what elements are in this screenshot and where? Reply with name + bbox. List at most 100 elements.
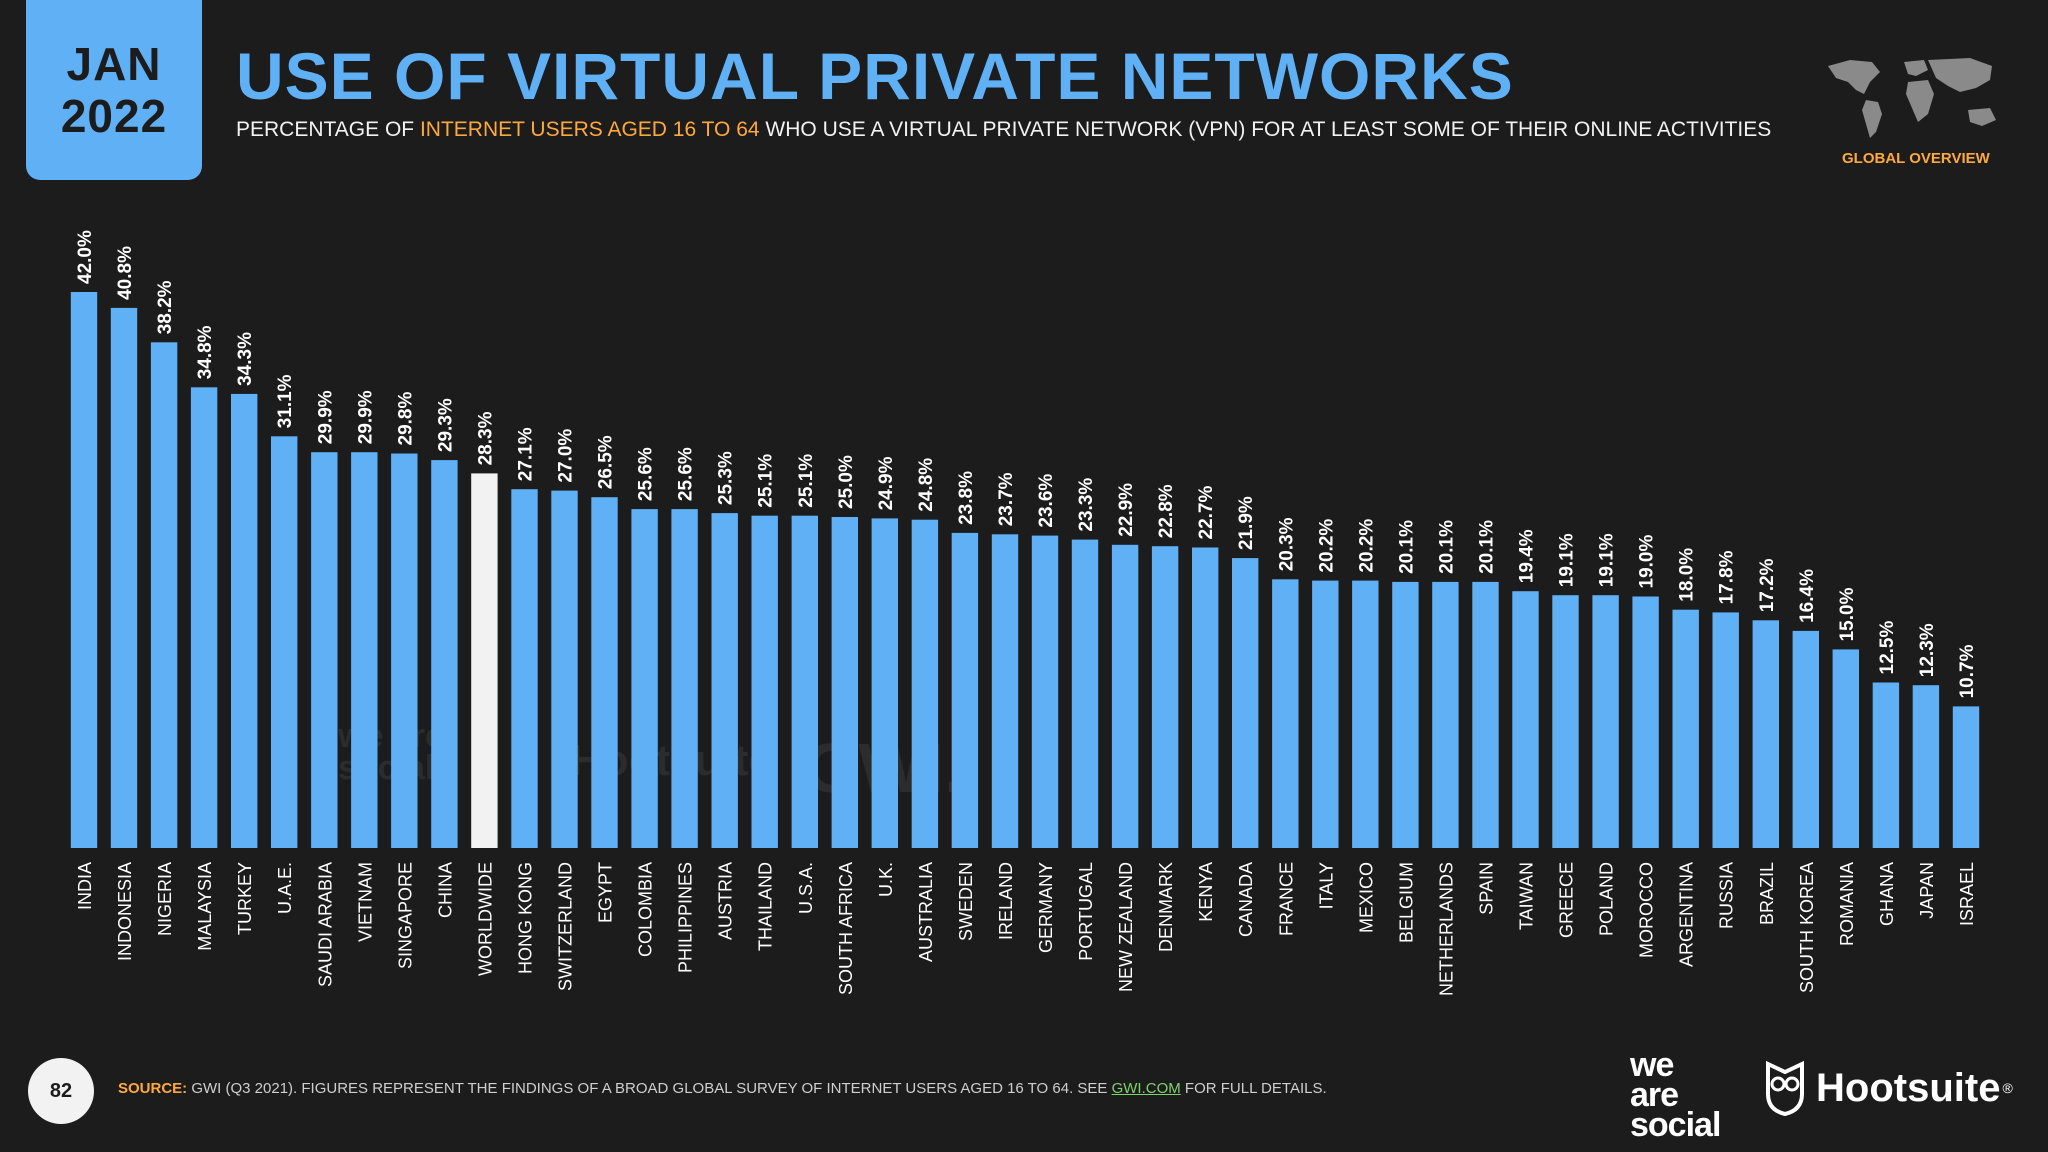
bar-netherlands [1432, 581, 1459, 848]
badge-year: 2022 [60, 90, 168, 142]
hootsuite-logo: Hootsuite ® [1764, 1060, 2013, 1116]
category-label: ISRAEL [1957, 862, 1977, 926]
category-label: INDONESIA [115, 862, 135, 961]
source-label: SOURCE: [118, 1080, 188, 1097]
hootsuite-registered-mark: ® [2002, 1080, 2013, 1096]
category-label: NETHERLANDS [1436, 862, 1456, 996]
category-label: AUSTRIA [716, 862, 736, 940]
category-label: BELGIUM [1396, 862, 1416, 943]
bar-belgium [1392, 581, 1419, 848]
category-label: NIGERIA [155, 862, 175, 936]
bar-ghana [1872, 682, 1900, 848]
bar-austria [711, 513, 738, 848]
category-label: THAILAND [756, 862, 776, 951]
bar-philippines [671, 509, 698, 848]
category-label: FRANCE [1276, 862, 1296, 936]
bar-morocco [1632, 596, 1659, 848]
category-label: GHANA [1877, 862, 1897, 926]
bar-denmark [1151, 546, 1179, 848]
we-are-social-logo: we are social [1630, 1048, 1721, 1144]
category-label: MOROCCO [1637, 862, 1657, 958]
source-link[interactable]: GWI.COM [1111, 1080, 1181, 1097]
date-badge: JAN 2022 [26, 0, 202, 180]
world-map-icon [1828, 58, 1996, 138]
bar-germany [1031, 535, 1059, 848]
global-overview-label: GLOBAL OVERVIEW [1842, 150, 1990, 167]
category-label: KENYA [1196, 862, 1216, 922]
bar-u-s-a- [791, 515, 818, 848]
data-label: 20.1% [1436, 520, 1457, 574]
category-label: RUSSIA [1717, 862, 1737, 929]
bar-taiwan [1512, 591, 1539, 848]
data-label: 15.0% [1837, 587, 1858, 641]
data-label: 18.0% [1677, 548, 1698, 602]
subtitle-after: WHO USE A VIRTUAL PRIVATE NETWORK (VPN) … [759, 118, 1772, 141]
data-label: 20.1% [1477, 520, 1498, 574]
data-label: 24.9% [876, 456, 897, 510]
category-label: CHINA [435, 862, 455, 918]
category-label: GERMANY [1036, 862, 1056, 953]
category-label: SAUDI ARABIA [315, 862, 335, 987]
data-label: 40.8% [115, 246, 136, 300]
category-label: BRAZIL [1757, 862, 1777, 925]
bar-hong-kong [511, 489, 538, 848]
data-label: 12.5% [1877, 621, 1898, 675]
category-label: ARGENTINA [1677, 862, 1697, 967]
data-label: 29.3% [435, 398, 456, 452]
data-label: 29.9% [315, 390, 336, 444]
data-label: 28.3% [475, 411, 496, 465]
data-label: 20.2% [1316, 519, 1337, 573]
bar-singapore [391, 453, 418, 848]
bar-italy [1312, 580, 1339, 848]
bar-south-africa [831, 517, 858, 848]
category-label: ITALY [1316, 862, 1336, 909]
bar-saudi-arabia [311, 452, 338, 848]
bar-malaysia [190, 387, 218, 848]
bar-thailand [751, 515, 778, 848]
data-label: 38.2% [155, 280, 176, 334]
badge-month: JAN [66, 38, 162, 90]
subtitle-before: PERCENTAGE OF [236, 118, 420, 141]
data-label: 25.1% [796, 454, 817, 508]
bar-u-k- [871, 518, 898, 848]
data-label: 24.8% [916, 458, 937, 512]
bar-indonesia [110, 307, 138, 848]
data-label: 27.1% [516, 427, 537, 481]
bar-colombia [631, 509, 658, 848]
category-label: ROMANIA [1837, 862, 1857, 946]
page-title: USE OF VIRTUAL PRIVATE NETWORKS [236, 39, 1514, 113]
category-label: JAPAN [1917, 862, 1937, 919]
was-line-3: social [1630, 1106, 1721, 1144]
bar-france [1272, 579, 1299, 848]
bar-japan [1912, 685, 1940, 848]
data-label: 26.5% [596, 435, 617, 489]
bar-south-korea [1792, 630, 1819, 848]
bar-ireland [991, 534, 1019, 848]
data-label: 21.9% [1236, 496, 1257, 550]
data-label: 25.1% [756, 454, 777, 508]
category-label: WORLDWIDE [475, 862, 495, 976]
bar-switzerland [551, 490, 578, 848]
category-label: MEXICO [1356, 862, 1376, 933]
bar-worldwide [471, 473, 498, 848]
bar-greece [1552, 595, 1579, 848]
data-label: 20.3% [1276, 517, 1297, 571]
category-label: IRELAND [996, 862, 1016, 940]
data-label: 34.3% [235, 332, 256, 386]
bar-u-a-e- [271, 436, 298, 848]
data-label: 19.4% [1517, 529, 1538, 583]
bar-brazil [1752, 620, 1779, 848]
category-label: PORTUGAL [1076, 862, 1096, 961]
category-label: TURKEY [235, 862, 255, 935]
data-label: 19.0% [1637, 535, 1658, 589]
data-label: 25.0% [836, 455, 857, 509]
category-label: AUSTRALIA [916, 862, 936, 962]
bar-australia [911, 519, 939, 848]
bar-romania [1832, 649, 1859, 848]
bar-spain [1472, 581, 1499, 848]
bar-nigeria [150, 342, 178, 848]
category-label: HONG KONG [516, 862, 536, 974]
bar-israel [1952, 706, 1980, 848]
subtitle: PERCENTAGE OF INTERNET USERS AGED 16 TO … [236, 118, 1771, 142]
category-label: U.A.E. [275, 862, 295, 914]
